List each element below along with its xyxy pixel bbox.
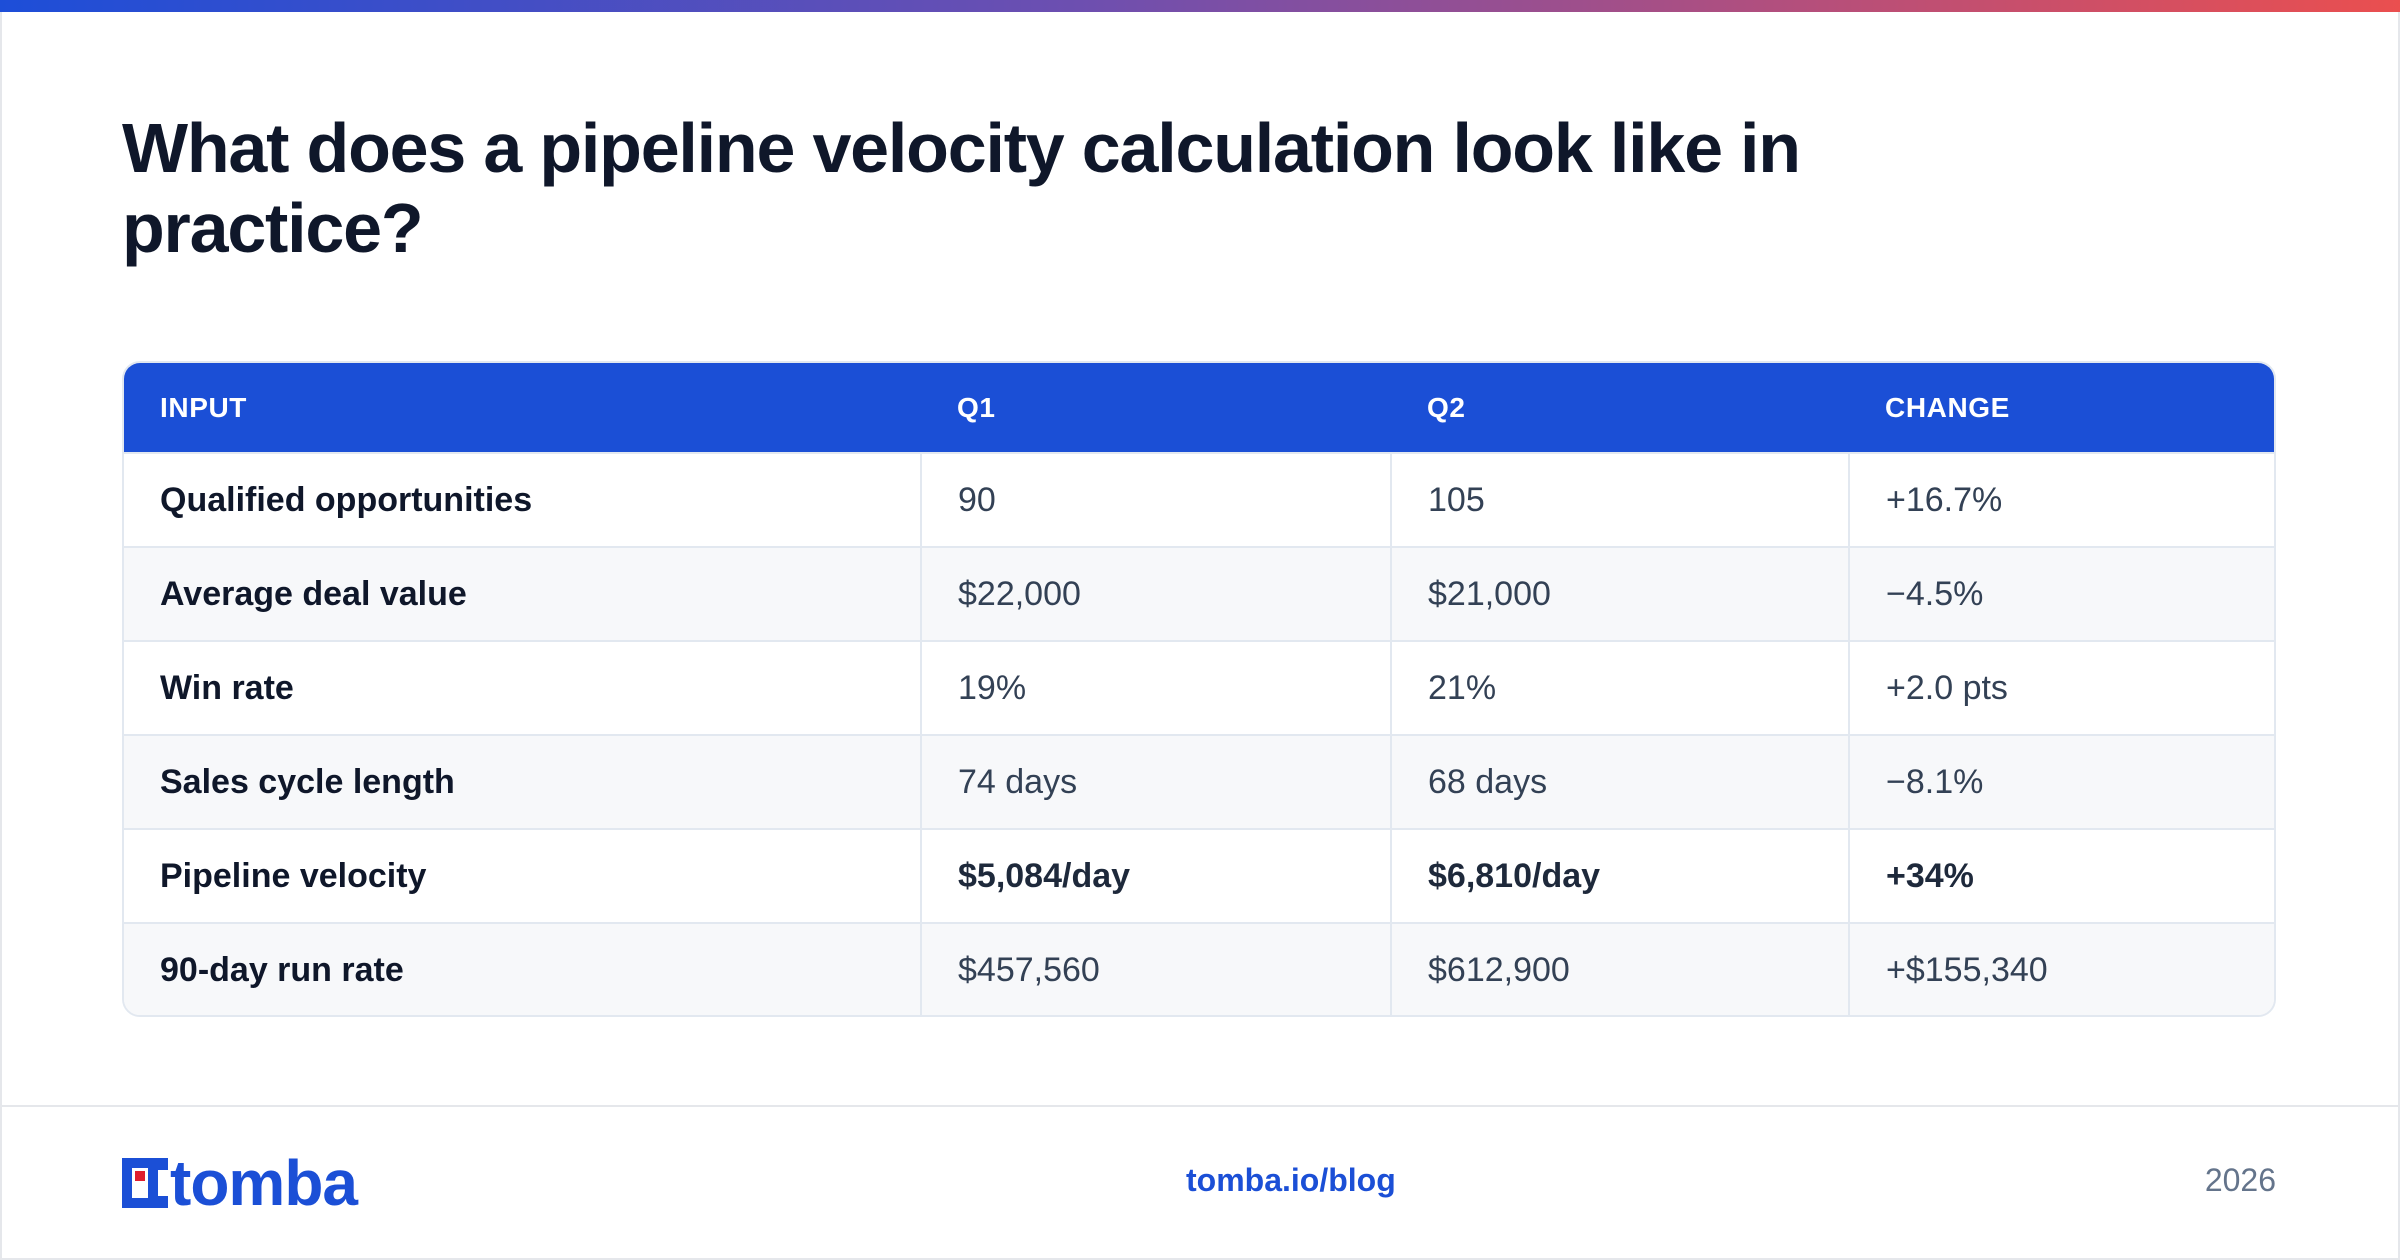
q2-value: $21,000: [1390, 546, 1849, 641]
q1-value: $22,000: [920, 546, 1391, 641]
page-title: What does a pipeline velocity calculatio…: [122, 109, 1801, 267]
change-value: −4.5%: [1848, 546, 2274, 641]
change-value: +34%: [1848, 828, 2274, 923]
row-label: Qualified opportunities: [124, 452, 921, 547]
logo-wordmark: tomba: [170, 1147, 358, 1219]
tomba-logo[interactable]: tomba: [122, 1147, 358, 1219]
table-row: Qualified opportunities 90 105 +16.7%: [124, 452, 2274, 547]
column-header-input: INPUT: [160, 391, 247, 423]
q2-value: $6,810/day: [1390, 828, 1849, 923]
blog-link[interactable]: tomba.io/blog: [1186, 1162, 1396, 1198]
table-row: Sales cycle length 74 days 68 days −8.1%: [124, 734, 2274, 829]
table-row-highlight: Pipeline velocity $5,084/day $6,810/day …: [124, 828, 2274, 923]
table-header-row: INPUT Q1 Q2 CHANGE: [124, 363, 2274, 453]
change-value: +2.0 pts: [1848, 640, 2274, 735]
table-row: 90-day run rate $457,560 $612,900 +$155,…: [124, 922, 2274, 1015]
q1-value: 90: [920, 452, 1391, 547]
q1-value: $457,560: [920, 922, 1391, 1015]
q2-value: $612,900: [1390, 922, 1849, 1015]
row-label: Pipeline velocity: [124, 828, 921, 923]
footer-divider: [0, 1105, 2400, 1107]
change-value: +$155,340: [1848, 922, 2274, 1015]
footer-year: 2026: [2204, 1162, 2276, 1198]
row-label: Sales cycle length: [124, 734, 921, 829]
q1-value: 74 days: [920, 734, 1391, 829]
change-value: +16.7%: [1848, 452, 2274, 547]
q1-value: 19%: [920, 640, 1391, 735]
q2-value: 21%: [1390, 640, 1849, 735]
row-label: Win rate: [124, 640, 921, 735]
q2-value: 68 days: [1390, 734, 1849, 829]
change-value: −8.1%: [1848, 734, 2274, 829]
row-label: 90-day run rate: [124, 922, 921, 1015]
tomba-logo-icon: [122, 1158, 168, 1208]
q2-value: 105: [1390, 452, 1849, 547]
gradient-top-bar: [0, 0, 2400, 12]
velocity-table: INPUT Q1 Q2 CHANGE Qualified opportuniti…: [122, 361, 2276, 1017]
row-label: Average deal value: [124, 546, 921, 641]
table-row: Average deal value $22,000 $21,000 −4.5%: [124, 546, 2274, 641]
column-header-change: CHANGE: [1885, 391, 2010, 423]
table-row: Win rate 19% 21% +2.0 pts: [124, 640, 2274, 735]
column-header-q2: Q2: [1427, 391, 1466, 423]
q1-value: $5,084/day: [920, 828, 1391, 923]
column-header-q1: Q1: [957, 391, 996, 423]
